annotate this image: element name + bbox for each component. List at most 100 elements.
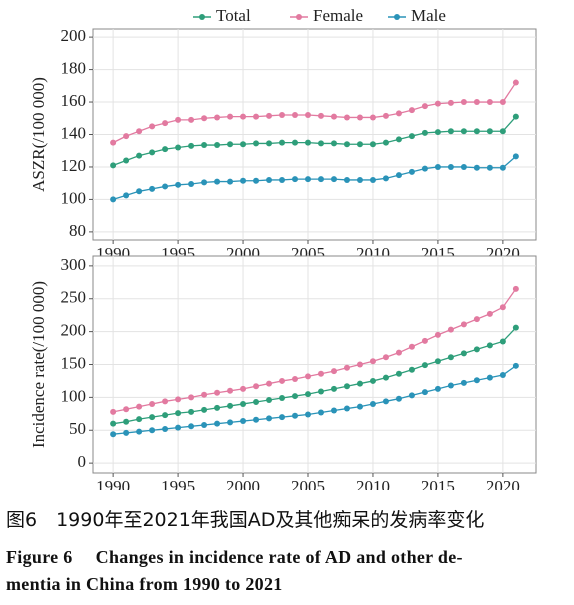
point <box>343 114 350 121</box>
point <box>149 427 156 434</box>
point <box>279 139 286 146</box>
point <box>253 383 260 390</box>
point <box>499 164 506 171</box>
y-tick-label: 0 <box>78 452 87 471</box>
point <box>499 128 506 135</box>
point <box>162 183 169 190</box>
point <box>240 400 247 407</box>
point <box>421 362 428 369</box>
point <box>214 404 221 411</box>
point <box>421 389 428 396</box>
point <box>447 382 454 389</box>
point <box>395 370 402 377</box>
point <box>201 406 208 413</box>
y-tick-label: 120 <box>61 156 87 175</box>
point <box>123 429 130 436</box>
point <box>110 196 117 203</box>
point <box>214 114 221 121</box>
point <box>408 168 415 175</box>
point <box>279 112 286 119</box>
point <box>382 112 389 119</box>
point <box>305 112 312 119</box>
point <box>356 403 363 410</box>
point <box>136 428 143 435</box>
point <box>408 392 415 399</box>
point <box>512 79 519 86</box>
point <box>395 395 402 402</box>
point <box>175 144 182 151</box>
point <box>110 139 117 146</box>
y-tick-label: 300 <box>61 255 87 274</box>
point <box>395 349 402 356</box>
point <box>162 120 169 127</box>
point <box>486 164 493 171</box>
point <box>214 420 221 427</box>
point <box>149 400 156 407</box>
point <box>499 372 506 379</box>
point <box>162 398 169 405</box>
point <box>136 128 143 135</box>
x-tick-label: 1990 <box>96 477 130 490</box>
x-tick-label: 2010 <box>356 477 390 490</box>
point <box>369 141 376 148</box>
point <box>512 362 519 369</box>
y-axis-label: ASZR(/100 000) <box>29 77 48 192</box>
point <box>175 424 182 431</box>
point <box>434 129 441 136</box>
point <box>188 423 195 430</box>
point <box>201 421 208 428</box>
point <box>447 326 454 333</box>
point <box>434 385 441 392</box>
point <box>356 114 363 121</box>
point <box>123 133 130 140</box>
point <box>369 400 376 407</box>
point <box>305 139 312 146</box>
y-tick-label: 150 <box>61 353 87 372</box>
y-tick-label: 100 <box>61 188 87 207</box>
point <box>356 176 363 183</box>
point <box>188 116 195 123</box>
point <box>279 377 286 384</box>
point <box>253 113 260 120</box>
point <box>253 140 260 147</box>
point <box>279 414 286 421</box>
point <box>240 385 247 392</box>
caption-en: mentia in China from 1990 to 2021 <box>6 574 283 594</box>
point <box>382 398 389 405</box>
point <box>123 406 130 413</box>
y-tick-label: 250 <box>61 288 87 307</box>
point <box>305 391 312 398</box>
point <box>447 163 454 170</box>
point <box>201 142 208 149</box>
point <box>123 418 130 425</box>
point <box>149 414 156 421</box>
point <box>240 113 247 120</box>
point <box>292 139 299 146</box>
point <box>330 140 337 147</box>
point <box>460 350 467 357</box>
point <box>486 99 493 106</box>
point <box>227 113 234 120</box>
point <box>421 129 428 136</box>
point <box>434 358 441 365</box>
point <box>279 176 286 183</box>
point <box>188 394 195 401</box>
point <box>382 139 389 146</box>
point <box>512 324 519 331</box>
x-tick-label: 2020 <box>486 477 520 490</box>
point <box>395 172 402 179</box>
x-tick-label: 2000 <box>226 477 260 490</box>
point <box>188 181 195 188</box>
point <box>266 140 273 147</box>
point <box>266 112 273 119</box>
point <box>382 175 389 182</box>
legend-label: Male <box>411 6 446 25</box>
y-tick-label: 200 <box>61 321 87 340</box>
point <box>330 407 337 414</box>
point <box>110 420 117 427</box>
point <box>473 99 480 106</box>
point <box>175 181 182 188</box>
point <box>305 411 312 418</box>
point <box>292 393 299 400</box>
